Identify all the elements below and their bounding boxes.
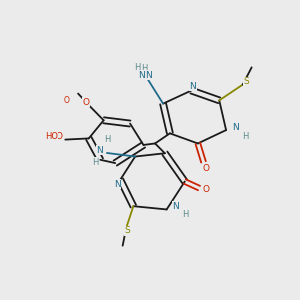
Text: N: N <box>232 123 239 132</box>
Text: N: N <box>96 146 103 154</box>
Text: O: O <box>203 164 210 173</box>
Text: H: H <box>92 158 98 167</box>
Text: O: O <box>55 132 62 141</box>
Text: S: S <box>125 226 130 235</box>
Text: H: H <box>134 63 141 72</box>
Text: N: N <box>145 70 152 80</box>
Text: N: N <box>172 202 179 211</box>
Text: O: O <box>64 96 70 105</box>
Text: H: H <box>242 131 249 140</box>
Text: N: N <box>189 82 196 91</box>
Text: H: H <box>182 210 188 219</box>
Text: H: H <box>141 64 147 73</box>
Text: HO: HO <box>45 132 58 141</box>
Text: O: O <box>202 185 209 194</box>
Text: H: H <box>105 135 111 144</box>
Text: S: S <box>243 77 249 86</box>
Text: H: H <box>45 132 51 141</box>
Text: O: O <box>82 98 90 107</box>
Text: N: N <box>139 70 145 80</box>
Text: N: N <box>114 180 121 189</box>
